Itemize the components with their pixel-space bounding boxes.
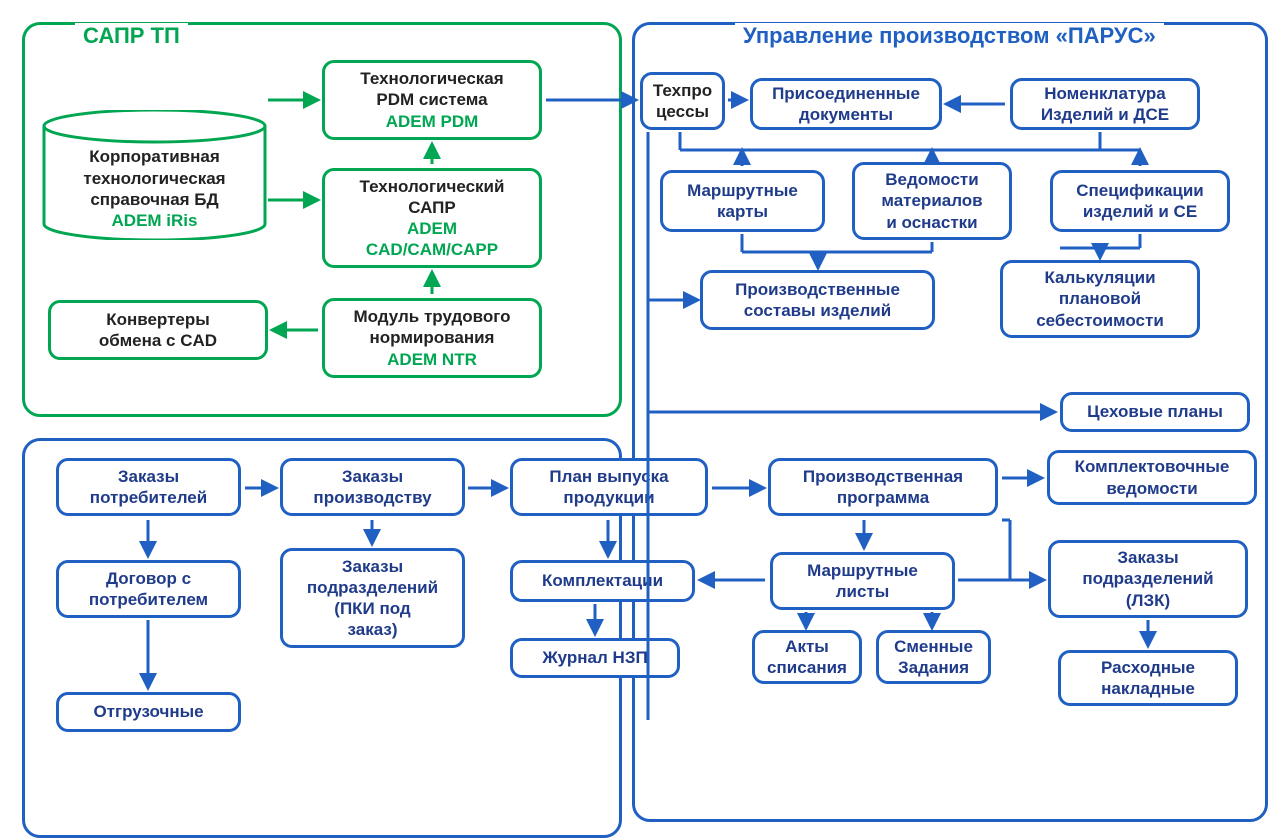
node-zakaz_podrazd: Заказыподразделений(ПКИ подзаказ): [280, 548, 465, 648]
node-tp: Техпроцессы: [640, 72, 725, 130]
node-dogovor: Договор спотребителем: [56, 560, 241, 618]
node-zakaz_potr: Заказыпотребителей: [56, 458, 241, 516]
node-otgruz: Отгрузочные: [56, 692, 241, 732]
node-zakaz_lzk: Заказыподразделений(ЛЗК): [1048, 540, 1248, 618]
node-rashodnye: Расходныенакладные: [1058, 650, 1238, 706]
node-nomen: НоменклатураИзделий и ДСЕ: [1010, 78, 1200, 130]
node-kompl_ved: Комплектовочныеведомости: [1047, 450, 1257, 505]
node-plan: План выпускапродукции: [510, 458, 708, 516]
node-pdm: ТехнологическаяPDM системаADEM PDM: [322, 60, 542, 140]
node-sapr: ТехнологическийСАПРADEMCAD/CAM/CAPP: [322, 168, 542, 268]
node-prod_sostav: Производственныесоставы изделий: [700, 270, 935, 330]
node-docs: Присоединенныедокументы: [750, 78, 942, 130]
node-conv: Конвертерыобмена с CAD: [48, 300, 268, 360]
node-vedom: Ведомостиматериалови оснастки: [852, 162, 1012, 240]
node-akty: Актысписания: [752, 630, 862, 684]
container-title: САПР ТП: [75, 23, 188, 49]
node-prog: Производственнаяпрограмма: [768, 458, 998, 516]
node-kalk: Калькуляцииплановойсебестоимости: [1000, 260, 1200, 338]
node-journal: Журнал НЗП: [510, 638, 680, 678]
node-smennye: СменныеЗадания: [876, 630, 991, 684]
node-komplekt: Комплектации: [510, 560, 695, 602]
node-db: Корпоративнаятехнологическаясправочная Б…: [42, 110, 267, 240]
node-route: Маршрутныекарты: [660, 170, 825, 232]
container-title: Управление производством «ПАРУС»: [735, 23, 1164, 49]
node-zehplan: Цеховые планы: [1060, 392, 1250, 432]
node-ntr: Модуль трудовогонормированияADEM NTR: [322, 298, 542, 378]
node-zakaz_proizv: Заказыпроизводству: [280, 458, 465, 516]
node-spec: Спецификацииизделий и СЕ: [1050, 170, 1230, 232]
node-marshrut_listy: Маршрутныелисты: [770, 552, 955, 610]
